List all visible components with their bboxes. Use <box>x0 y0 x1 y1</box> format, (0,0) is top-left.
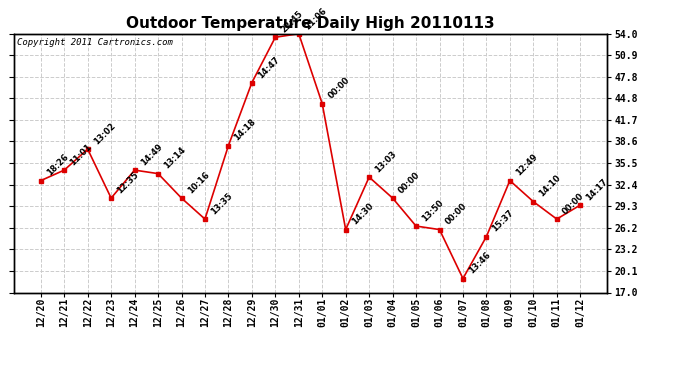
Text: 00:00: 00:00 <box>326 76 351 101</box>
Text: 14:49: 14:49 <box>139 142 164 167</box>
Text: 12:49: 12:49 <box>514 153 540 178</box>
Text: 13:14: 13:14 <box>162 146 188 171</box>
Text: 21:06: 21:06 <box>303 6 328 31</box>
Text: 13:02: 13:02 <box>92 121 117 146</box>
Text: 13:03: 13:03 <box>373 149 398 174</box>
Text: 14:30: 14:30 <box>350 202 375 227</box>
Text: 00:00: 00:00 <box>561 191 586 216</box>
Text: 13:50: 13:50 <box>420 198 446 223</box>
Text: 13:35: 13:35 <box>209 191 235 216</box>
Text: 14:17: 14:17 <box>584 177 610 202</box>
Text: 14:47: 14:47 <box>256 55 282 80</box>
Text: 00:00: 00:00 <box>397 170 422 195</box>
Text: Copyright 2011 Cartronics.com: Copyright 2011 Cartronics.com <box>17 38 172 46</box>
Text: 14:10: 14:10 <box>538 174 563 199</box>
Text: 10:16: 10:16 <box>186 170 211 195</box>
Text: 15:37: 15:37 <box>491 209 515 234</box>
Text: 00:00: 00:00 <box>444 202 469 227</box>
Text: 22:45: 22:45 <box>279 9 305 34</box>
Text: 12:35: 12:35 <box>115 170 141 195</box>
Title: Outdoor Temperature Daily High 20110113: Outdoor Temperature Daily High 20110113 <box>126 16 495 31</box>
Text: 11:01: 11:01 <box>68 142 94 167</box>
Text: 14:18: 14:18 <box>233 118 258 143</box>
Text: 13:46: 13:46 <box>467 251 493 276</box>
Text: 18:26: 18:26 <box>45 153 70 178</box>
